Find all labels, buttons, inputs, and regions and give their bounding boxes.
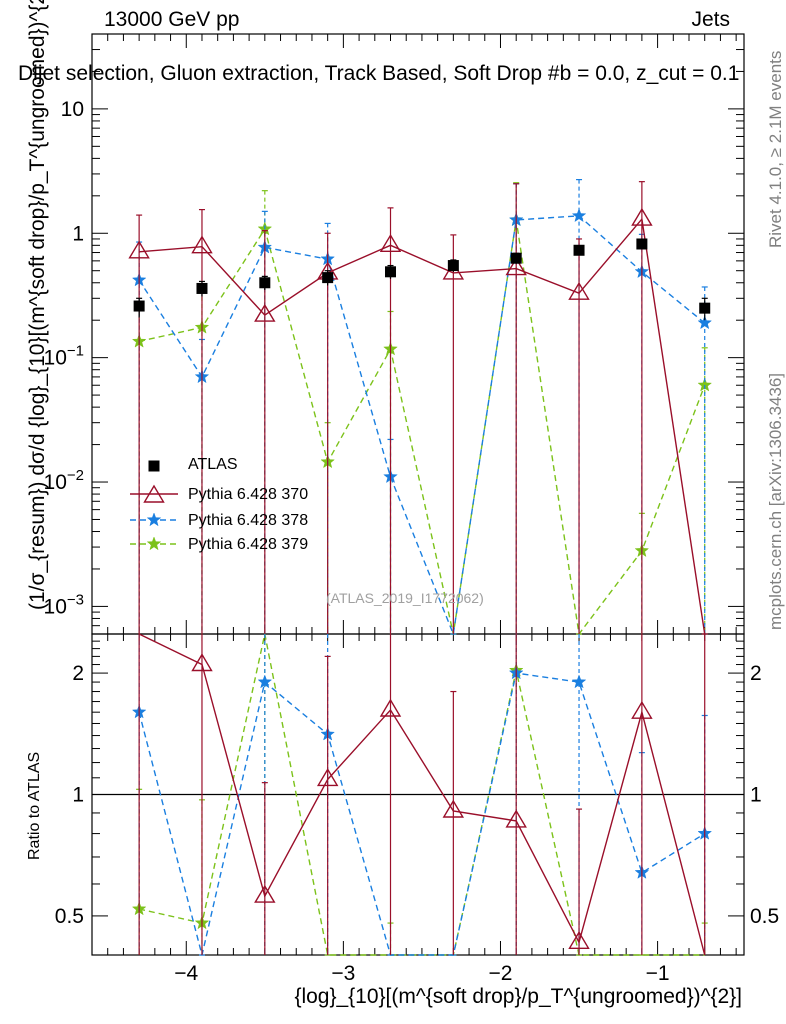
series-line-pythia-6-428-378 bbox=[138, 672, 706, 956]
data-point bbox=[697, 315, 713, 330]
y-tick-label: 10 bbox=[61, 98, 84, 121]
data-point bbox=[385, 266, 397, 278]
series-line-pythia-6-428-370 bbox=[139, 217, 706, 635]
legend-label-p370: Pythia 6.428 370 bbox=[188, 486, 309, 503]
data-point bbox=[322, 272, 334, 284]
ratio-y-tick-label: 1 bbox=[72, 784, 84, 807]
legend-label-atlas: ATLAS bbox=[188, 456, 238, 473]
data-point bbox=[379, 698, 402, 717]
x-tick-label: −3 bbox=[331, 962, 355, 985]
data-point bbox=[191, 653, 213, 672]
data-point bbox=[510, 252, 522, 264]
data-point bbox=[571, 674, 587, 689]
data-point bbox=[568, 930, 590, 949]
data-point bbox=[631, 700, 653, 719]
y-axis-label: (1/σ_{resum}) dσ/d {log}_{10}[(m^{soft d… bbox=[26, 0, 49, 610]
ratio-y-tick-label-right: 0.5 bbox=[750, 905, 779, 928]
x-axis-label: {log}_{10}[(m^{soft drop}/p_T^{ungroomed… bbox=[294, 985, 742, 1008]
analysis-label: (ATLAS_2019_I1772062) bbox=[326, 590, 484, 606]
plot-title: Dijet selection, Gluon extraction, Track… bbox=[18, 62, 740, 85]
data-point bbox=[699, 302, 711, 314]
data-point bbox=[505, 809, 527, 828]
ratio-y-tick-label: 2 bbox=[72, 662, 84, 685]
ratio-y-tick-label-right: 1 bbox=[750, 784, 762, 807]
energy-label: 13000 GeV pp bbox=[104, 8, 240, 31]
series-line-pythia-6-428-378 bbox=[138, 215, 706, 637]
jets-label: Jets bbox=[691, 8, 730, 31]
data-point bbox=[447, 260, 459, 272]
y-tick-label: 1 bbox=[72, 222, 84, 245]
x-tick-label: −4 bbox=[174, 962, 198, 985]
data-point bbox=[636, 238, 648, 250]
data-point bbox=[254, 303, 276, 322]
x-tick-label: −2 bbox=[489, 962, 513, 985]
legend-marker-atlas bbox=[148, 460, 160, 472]
data-point bbox=[133, 300, 145, 312]
legend-marker-p378 bbox=[146, 512, 162, 527]
y-tick-label: 10−2 bbox=[44, 467, 84, 494]
data-point bbox=[631, 207, 653, 226]
data-point bbox=[259, 277, 271, 289]
legend-marker-p379 bbox=[146, 536, 162, 551]
data-point bbox=[505, 257, 527, 276]
data-point bbox=[196, 282, 208, 294]
y-tick-label: 10−1 bbox=[44, 343, 84, 370]
legend-label-p379: Pythia 6.428 379 bbox=[188, 536, 309, 553]
data-point bbox=[573, 244, 585, 256]
data-point bbox=[191, 235, 213, 254]
data-point bbox=[568, 281, 590, 300]
series-line-pythia-6-428-379 bbox=[138, 219, 706, 636]
rivet-label: Rivet 4.1.0, ≥ 2.1M events bbox=[766, 50, 785, 248]
data-point bbox=[316, 768, 339, 787]
ratio-y-tick-label: 0.5 bbox=[55, 905, 84, 928]
legend-marker-p370 bbox=[143, 484, 165, 503]
series-line-pythia-6-428-370 bbox=[138, 633, 706, 956]
data-point bbox=[257, 674, 273, 689]
data-point bbox=[442, 799, 465, 818]
legend-label-p378: Pythia 6.428 378 bbox=[188, 512, 309, 529]
data-point bbox=[571, 208, 587, 223]
mcplots-label: mcplots.cern.ch [arXiv:1306.3436] bbox=[766, 372, 785, 630]
ratio-y-axis-label: Ratio to ATLAS bbox=[26, 751, 43, 860]
data-point bbox=[254, 884, 276, 903]
ratio-y-tick-label-right: 2 bbox=[750, 662, 762, 685]
data-point bbox=[128, 240, 150, 259]
data-point bbox=[379, 233, 402, 253]
y-tick-label: 10−3 bbox=[44, 591, 84, 618]
x-tick-label: −1 bbox=[646, 962, 670, 985]
